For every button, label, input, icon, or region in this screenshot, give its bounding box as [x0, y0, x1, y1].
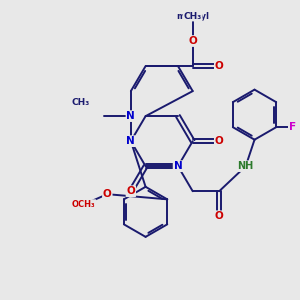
Text: O: O [127, 186, 135, 196]
Text: O: O [103, 189, 112, 199]
Text: N: N [127, 136, 135, 146]
Text: OCH₃: OCH₃ [72, 200, 96, 209]
Text: N: N [127, 111, 135, 121]
Text: F: F [289, 122, 296, 132]
Text: O: O [215, 136, 224, 146]
Text: N: N [174, 161, 182, 171]
Text: NH: NH [238, 161, 254, 171]
Text: methyl: methyl [176, 11, 209, 20]
Text: CH₃: CH₃ [72, 98, 90, 107]
Text: CH₃: CH₃ [184, 11, 202, 20]
Text: methyl: methyl [193, 15, 198, 16]
Text: O: O [215, 61, 224, 71]
Text: O: O [188, 36, 197, 46]
Text: O: O [215, 211, 224, 221]
